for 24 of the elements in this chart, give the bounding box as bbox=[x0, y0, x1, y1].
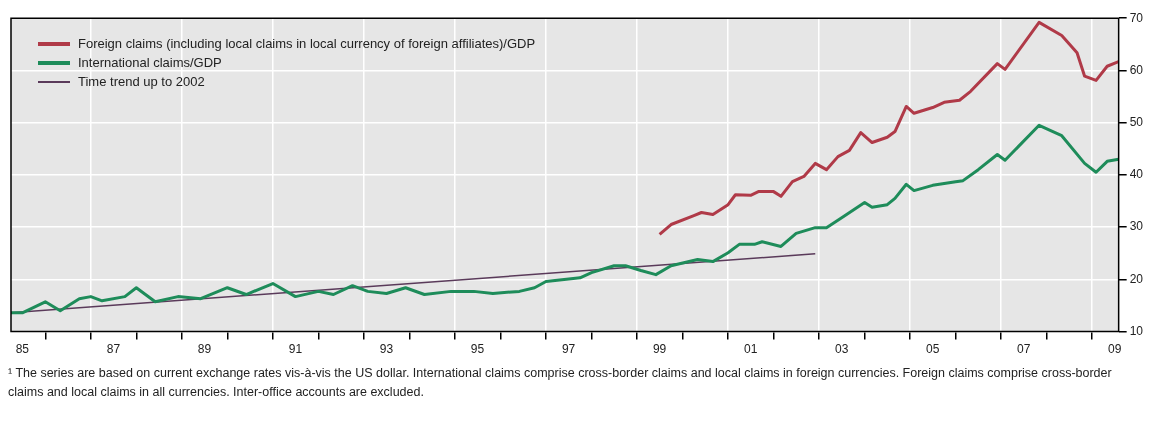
text: ¹ The series are based on current exchange rates vis-à-vis the US dollar. International claims comprise cross-border claims and local claims in foreign currencies. Foreign claims comprise cross-border claims and local claims in all currencies. Inter-office accounts are excluded. bbox=[8, 365, 1113, 401]
y-tick-label: 10 bbox=[1129, 323, 1144, 338]
y-tick-label: 20 bbox=[1129, 271, 1144, 286]
x-tick-label: 09 bbox=[1108, 342, 1122, 357]
legend-label: Time trend up to 2002 bbox=[78, 74, 205, 89]
y-tick-label: 70 bbox=[1129, 10, 1144, 25]
x-tick-label: 87 bbox=[106, 342, 121, 357]
x-tick-label: 05 bbox=[926, 342, 940, 357]
y-tick-label: 30 bbox=[1129, 219, 1144, 234]
x-tick-label: 89 bbox=[197, 342, 212, 357]
legend-label: International claims/GDP bbox=[78, 55, 222, 70]
x-tick-label: 99 bbox=[652, 342, 667, 357]
y-tick-label: 40 bbox=[1129, 167, 1144, 182]
x-tick-label: 95 bbox=[470, 342, 485, 357]
y-tick-label: 50 bbox=[1129, 114, 1144, 129]
x-tick-label: 01 bbox=[743, 342, 758, 357]
legend-label: Foreign claims (including local claims in local currency of foreign affiliates)/GDP bbox=[78, 36, 536, 51]
x-tick-label: 07 bbox=[1017, 342, 1031, 357]
x-tick-label: 93 bbox=[379, 342, 394, 357]
x-tick-label: 97 bbox=[561, 342, 576, 357]
y-tick-label: 60 bbox=[1129, 62, 1144, 77]
x-tick-label: 03 bbox=[835, 342, 849, 357]
x-tick-label: 85 bbox=[15, 342, 30, 357]
x-tick-label: 91 bbox=[288, 342, 303, 357]
